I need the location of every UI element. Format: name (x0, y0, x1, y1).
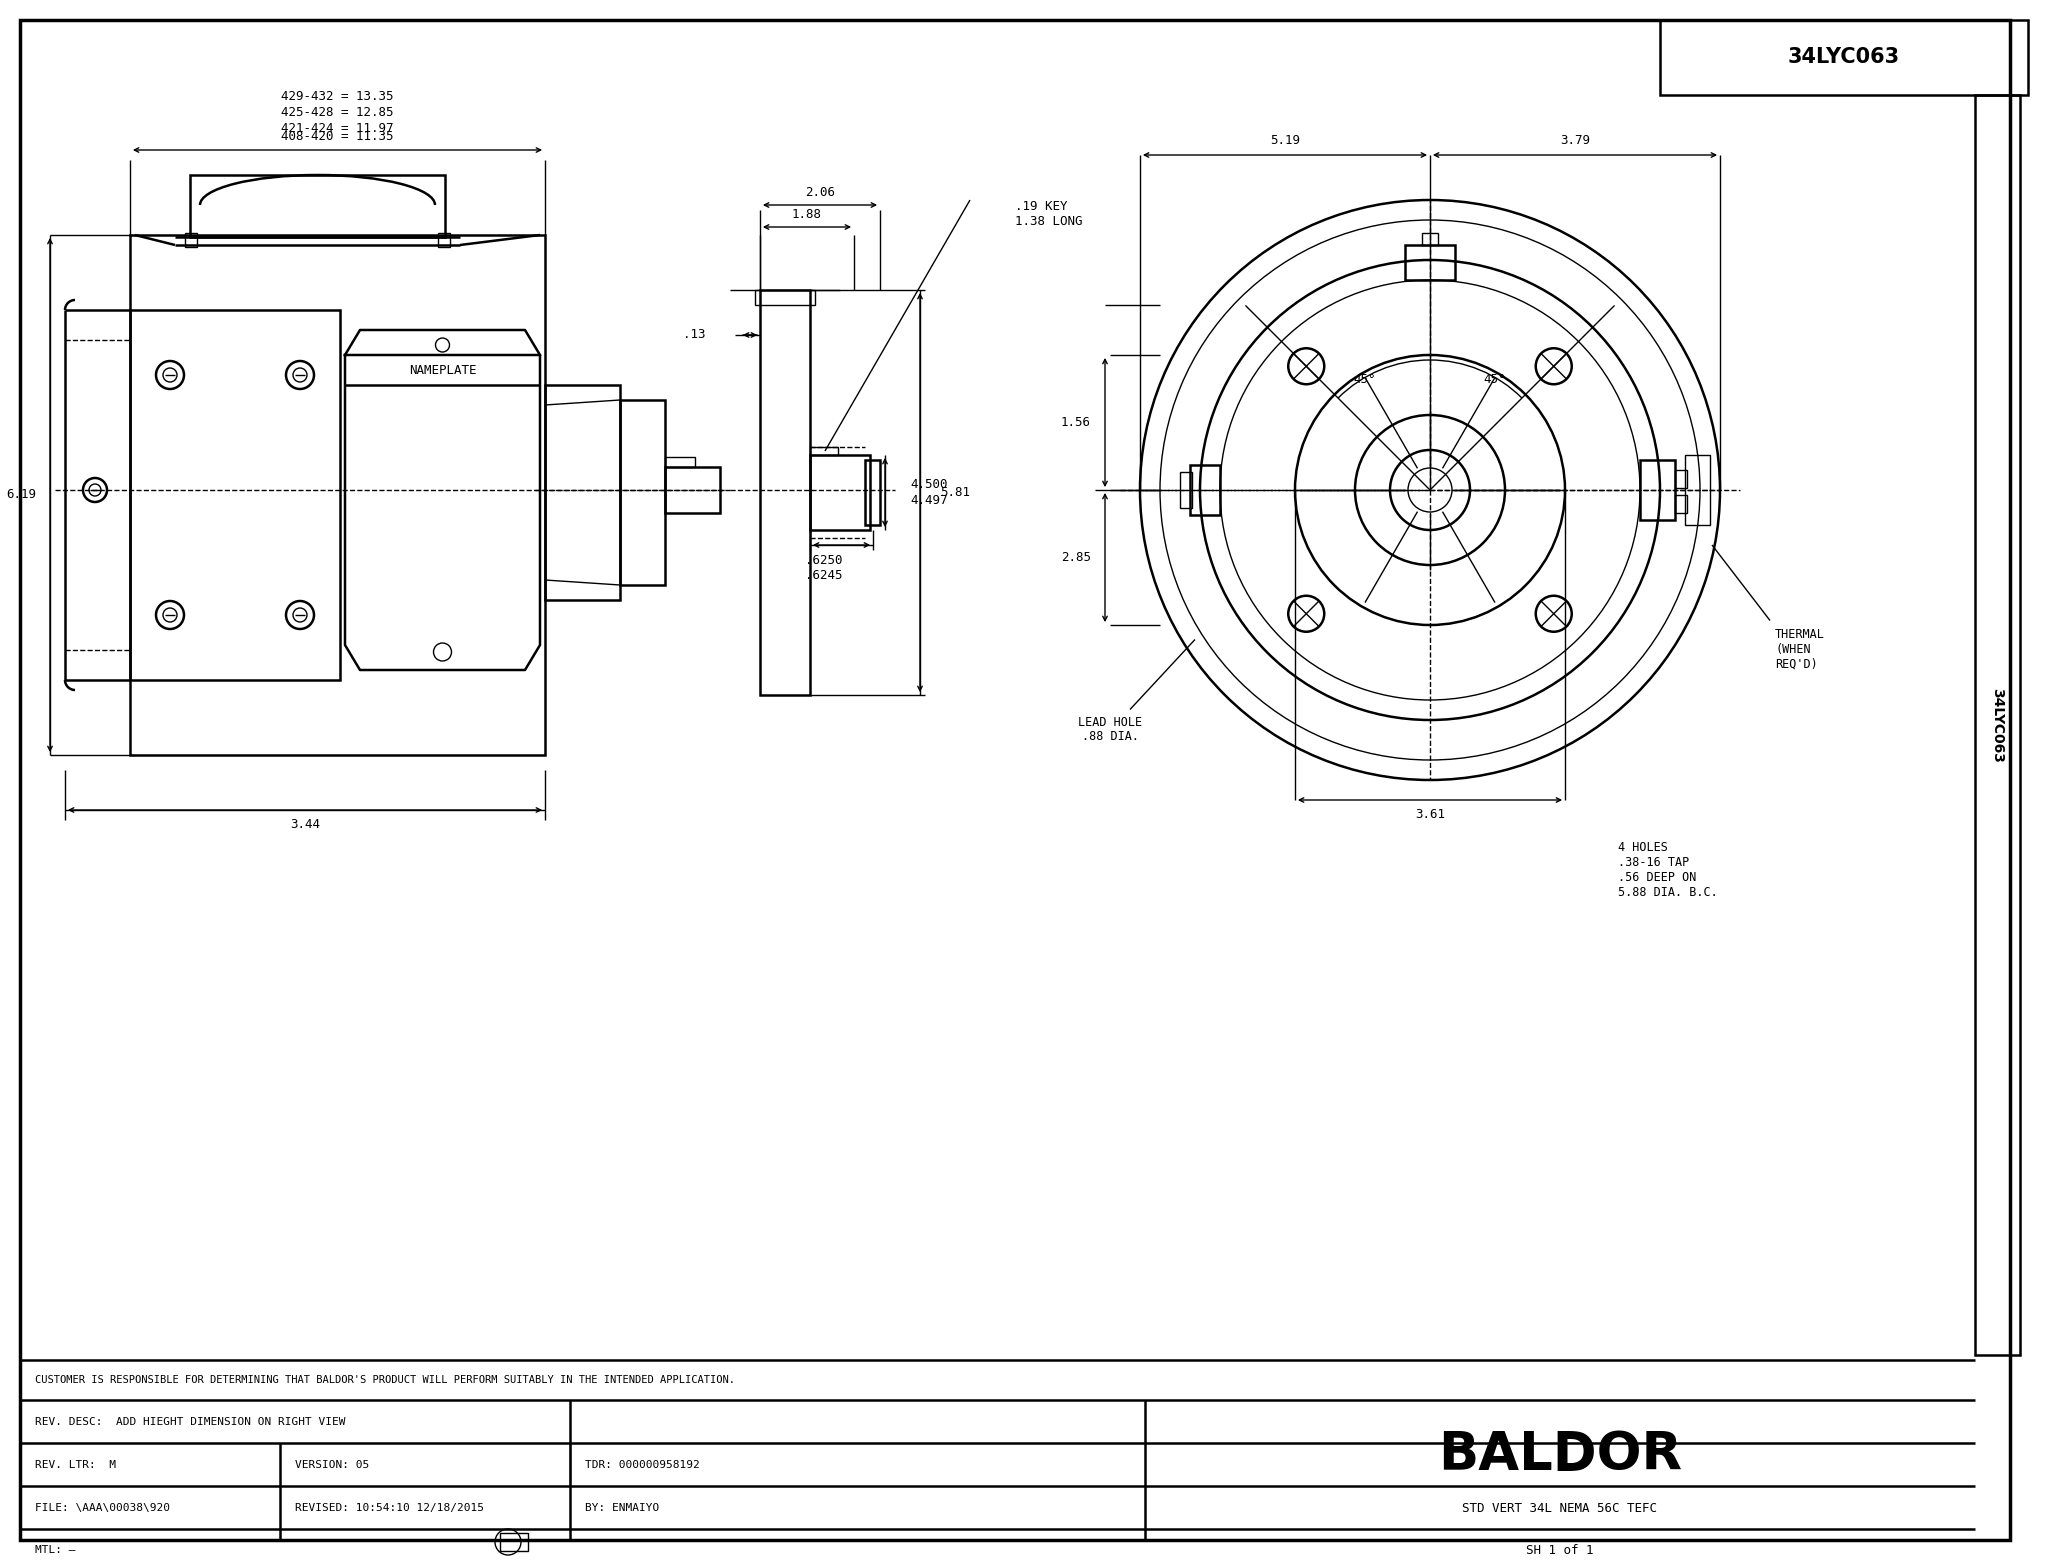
Text: 3.61: 3.61 (1415, 808, 1446, 822)
Text: 2.85: 2.85 (1061, 551, 1092, 565)
Text: .13: .13 (682, 329, 705, 342)
Bar (438, 232, 451, 246)
Text: 4 HOLES
.38-16 TAP
.56 DEEP ON
5.88 DIA. B.C.: 4 HOLES .38-16 TAP .56 DEEP ON 5.88 DIA.… (1618, 841, 1718, 899)
Bar (864, 460, 881, 526)
Bar (190, 175, 444, 237)
Text: 2.06: 2.06 (805, 186, 836, 198)
Text: 408-420 = 11.35: 408-420 = 11.35 (281, 131, 393, 144)
Bar (760, 290, 811, 696)
Text: 3.44: 3.44 (291, 819, 319, 831)
Bar (1675, 495, 1688, 513)
Bar (184, 232, 197, 246)
Text: FILE: \AAA\00038\920: FILE: \AAA\00038\920 (35, 1502, 170, 1513)
Text: 421-424 = 11.97: 421-424 = 11.97 (281, 122, 393, 134)
Text: NAMEPLATE: NAMEPLATE (410, 363, 477, 376)
Text: 1.88: 1.88 (793, 207, 821, 220)
Text: THERMAL
(WHEN
REQ'D): THERMAL (WHEN REQ'D) (1776, 629, 1825, 671)
Bar (1190, 465, 1221, 515)
Bar (756, 290, 815, 306)
Text: 5.19: 5.19 (1270, 134, 1300, 148)
Text: TDR: 000000958192: TDR: 000000958192 (586, 1460, 700, 1470)
Text: 5.81: 5.81 (940, 487, 971, 499)
Text: BALDOR: BALDOR (1438, 1429, 1681, 1480)
Text: REV. LTR:  M: REV. LTR: M (35, 1460, 117, 1470)
Text: .6250
.6245: .6250 .6245 (805, 554, 842, 582)
Bar (1405, 245, 1454, 279)
Text: MTL: –: MTL: – (35, 1544, 76, 1555)
Text: 425-428 = 12.85: 425-428 = 12.85 (281, 106, 393, 119)
Text: REVISED: 10:54:10 12/18/2015: REVISED: 10:54:10 12/18/2015 (295, 1502, 483, 1513)
Text: REV. DESC:  ADD HIEGHT DIMENSION ON RIGHT VIEW: REV. DESC: ADD HIEGHT DIMENSION ON RIGHT… (35, 1416, 346, 1427)
Bar (1180, 473, 1192, 509)
Text: 34LYC063: 34LYC063 (1788, 47, 1901, 67)
Text: 3.79: 3.79 (1561, 134, 1589, 148)
Bar (811, 456, 870, 530)
Bar (1686, 456, 1710, 526)
Bar (666, 466, 721, 513)
Text: VERSION: 05: VERSION: 05 (295, 1460, 369, 1470)
Bar (129, 236, 545, 755)
Text: 34LYC063: 34LYC063 (1991, 688, 2005, 763)
Bar (545, 385, 621, 601)
Bar (666, 457, 694, 466)
Text: 4.500
4.497: 4.500 4.497 (909, 479, 948, 507)
Bar (129, 310, 340, 680)
Text: .19 KEY
1.38 LONG: .19 KEY 1.38 LONG (1016, 200, 1083, 228)
Text: 6.19: 6.19 (6, 488, 37, 501)
Text: 45°: 45° (1354, 373, 1376, 385)
Bar (1661, 20, 2028, 95)
Text: STD VERT 34L NEMA 56C TEFC: STD VERT 34L NEMA 56C TEFC (1462, 1501, 1657, 1515)
Bar (1640, 460, 1675, 519)
Bar (811, 448, 838, 456)
Text: CUSTOMER IS RESPONSIBLE FOR DETERMINING THAT BALDOR'S PRODUCT WILL PERFORM SUITA: CUSTOMER IS RESPONSIBLE FOR DETERMINING … (35, 1374, 735, 1385)
Text: BY: ENMAIYO: BY: ENMAIYO (586, 1502, 659, 1513)
Bar (1421, 232, 1438, 245)
Text: 429-432 = 13.35: 429-432 = 13.35 (281, 89, 393, 103)
Bar (1974, 95, 2019, 1356)
Bar (621, 399, 666, 585)
Text: 1.56: 1.56 (1061, 417, 1092, 429)
Text: LEAD HOLE
.88 DIA.: LEAD HOLE .88 DIA. (1077, 716, 1143, 744)
Text: SH 1 of 1: SH 1 of 1 (1526, 1543, 1593, 1557)
Bar (500, 1533, 528, 1551)
Text: 45°: 45° (1483, 373, 1505, 385)
Bar (1675, 470, 1688, 488)
